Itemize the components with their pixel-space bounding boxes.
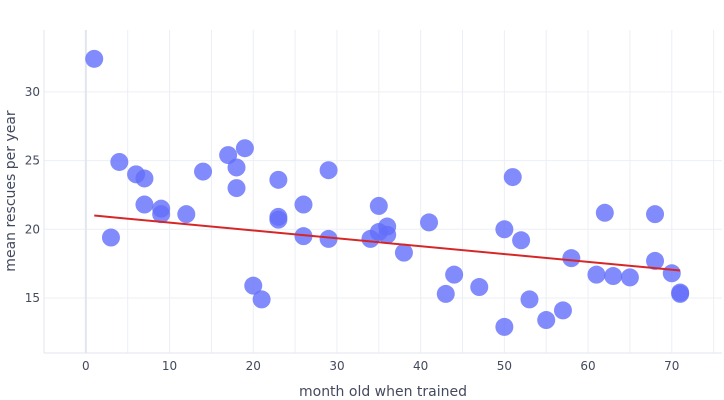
- data-point: [520, 290, 539, 309]
- data-point: [562, 249, 581, 268]
- data-point: [503, 168, 522, 187]
- data-point: [269, 170, 288, 189]
- x-tick-label: 60: [580, 359, 595, 373]
- data-point: [445, 265, 464, 284]
- data-point: [319, 161, 338, 180]
- data-point: [595, 203, 614, 222]
- data-point: [671, 284, 690, 303]
- data-point: [420, 213, 439, 232]
- data-point: [662, 264, 681, 283]
- data-point: [394, 243, 413, 262]
- data-point: [495, 317, 514, 336]
- y-tick-label: 15: [25, 291, 40, 305]
- data-point: [269, 210, 288, 229]
- data-point: [553, 301, 572, 320]
- y-tick-label: 20: [25, 222, 40, 236]
- data-point: [646, 251, 665, 270]
- grid-lines: [43, 30, 722, 353]
- data-point: [604, 267, 623, 286]
- data-point: [135, 195, 154, 214]
- data-point: [235, 139, 254, 158]
- data-points: [85, 49, 690, 336]
- data-point: [436, 284, 455, 303]
- data-point: [194, 162, 213, 181]
- data-point: [470, 278, 489, 297]
- x-tick-label: 20: [246, 359, 261, 373]
- data-point: [227, 158, 246, 177]
- data-point: [378, 225, 397, 244]
- data-point: [252, 290, 271, 309]
- x-tick-label: 40: [413, 359, 428, 373]
- trend-line-layer: [94, 214, 681, 272]
- data-point: [537, 311, 556, 330]
- data-point: [319, 229, 338, 248]
- x-tick-label: 30: [329, 359, 344, 373]
- tick-labels: 0 10 20 30 40 50 60 70 15 20 25 30: [25, 85, 680, 373]
- data-point: [620, 268, 639, 287]
- axes: [43, 30, 722, 354]
- data-point: [177, 205, 196, 224]
- y-tick-label: 30: [25, 85, 40, 99]
- data-point: [369, 196, 388, 215]
- data-point: [244, 276, 263, 295]
- data-point: [101, 228, 120, 247]
- y-axis-title: mean rescues per year: [3, 110, 19, 272]
- x-tick-label: 10: [162, 359, 177, 373]
- data-point: [135, 169, 154, 188]
- x-tick-label: 0: [82, 359, 90, 373]
- data-point: [512, 231, 531, 250]
- trend-line: [94, 214, 681, 272]
- x-tick-label: 50: [497, 359, 512, 373]
- data-point: [646, 205, 665, 224]
- data-point: [152, 205, 171, 224]
- data-point: [294, 195, 313, 214]
- x-axis-title: month old when trained: [299, 384, 467, 400]
- y-tick-label: 25: [25, 154, 40, 168]
- x-tick-label: 70: [664, 359, 679, 373]
- data-point: [110, 152, 129, 171]
- data-point: [85, 49, 104, 68]
- data-point: [587, 265, 606, 284]
- data-point: [227, 179, 246, 198]
- data-point: [495, 220, 514, 239]
